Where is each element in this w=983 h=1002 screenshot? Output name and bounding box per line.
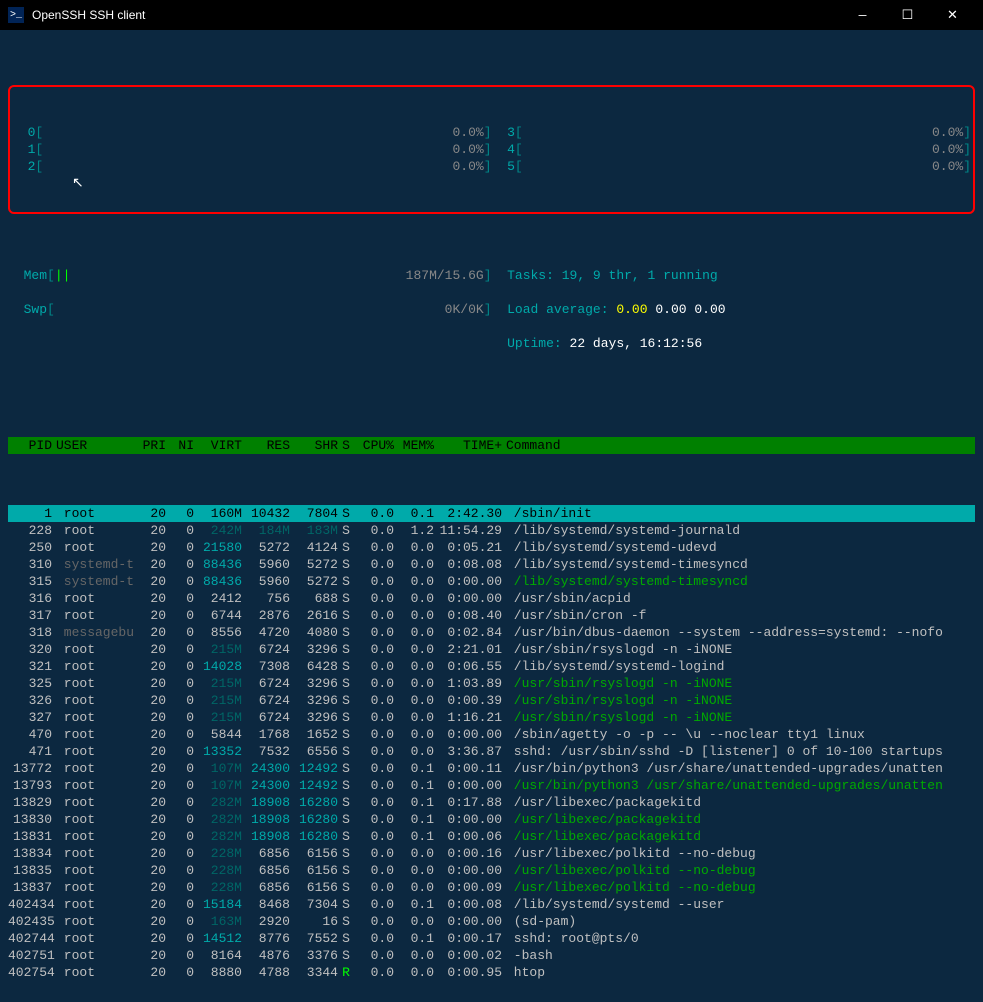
maximize-button[interactable]: ☐ xyxy=(885,0,930,30)
process-row[interactable]: 402754 root 20 0 8880 4788 3344 R 0.0 0.… xyxy=(8,964,975,981)
process-row[interactable]: 402744 root 20 0 14512 8776 7552 S 0.0 0… xyxy=(8,930,975,947)
process-row[interactable]: 402434 root 20 0 15184 8468 7304 S 0.0 0… xyxy=(8,896,975,913)
hdr-res[interactable]: RES xyxy=(242,437,290,454)
process-row[interactable]: 318 messagebu 20 0 8556 4720 4080 S 0.0 … xyxy=(8,624,975,641)
process-row[interactable]: 228 root 20 0 242M 184M 183M S 0.0 1.2 1… xyxy=(8,522,975,539)
process-row[interactable]: 325 root 20 0 215M 6724 3296 S 0.0 0.0 1… xyxy=(8,675,975,692)
process-row[interactable]: 317 root 20 0 6744 2876 2616 S 0.0 0.0 0… xyxy=(8,607,975,624)
close-button[interactable]: ✕ xyxy=(930,0,975,30)
process-row[interactable]: 316 root 20 0 2412 756 688 S 0.0 0.0 0:0… xyxy=(8,590,975,607)
hdr-ni[interactable]: NI xyxy=(166,437,194,454)
hdr-pid[interactable]: PID xyxy=(8,437,56,454)
cpu-meters-highlight: 0[0.0%] 1[0.0%] 2[0.0%] 3[0.0%] 4[0.0%] … xyxy=(8,85,975,214)
titlebar: >_ OpenSSH SSH client — ☐ ✕ xyxy=(0,0,983,30)
hdr-cmd[interactable]: Command xyxy=(506,437,975,454)
hdr-user[interactable]: USER xyxy=(56,437,134,454)
cpu-meter-1: 1[0.0%] xyxy=(12,141,492,158)
process-row[interactable]: 13837 root 20 0 228M 6856 6156 S 0.0 0.0… xyxy=(8,879,975,896)
hdr-shr[interactable]: SHR xyxy=(290,437,338,454)
process-row[interactable]: 13793 root 20 0 107M 24300 12492 S 0.0 0… xyxy=(8,777,975,794)
cpu-meter-2: 2[0.0%] xyxy=(12,158,492,175)
uptime: Uptime: 22 days, 16:12:56 xyxy=(492,335,976,352)
process-row[interactable]: 250 root 20 0 21580 5272 4124 S 0.0 0.0 … xyxy=(8,539,975,556)
process-row[interactable]: 470 root 20 0 5844 1768 1652 S 0.0 0.0 0… xyxy=(8,726,975,743)
process-row[interactable]: 13772 root 20 0 107M 24300 12492 S 0.0 0… xyxy=(8,760,975,777)
process-row[interactable]: 1 root 20 0 160M 10432 7804 S 0.0 0.1 2:… xyxy=(8,505,975,522)
terminal-content: 0[0.0%] 1[0.0%] 2[0.0%] 3[0.0%] 4[0.0%] … xyxy=(0,30,983,1002)
process-row[interactable]: 310 systemd-t 20 0 88436 5960 5272 S 0.0… xyxy=(8,556,975,573)
process-row[interactable]: 402751 root 20 0 8164 4876 3376 S 0.0 0.… xyxy=(8,947,975,964)
hdr-pri[interactable]: PRI xyxy=(134,437,166,454)
hdr-virt[interactable]: VIRT xyxy=(194,437,242,454)
hdr-s[interactable]: S xyxy=(338,437,354,454)
cpu-meter-5: 5[0.0%] xyxy=(492,158,972,175)
tasks-line: Tasks: 19, 9 thr, 1 running xyxy=(492,267,976,284)
minimize-button[interactable]: — xyxy=(840,0,885,30)
hdr-mem[interactable]: MEM% xyxy=(394,437,434,454)
cpu-meter-0: 0[0.0%] xyxy=(12,124,492,141)
process-row[interactable]: 327 root 20 0 215M 6724 3296 S 0.0 0.0 1… xyxy=(8,709,975,726)
process-row[interactable]: 13830 root 20 0 282M 18908 16280 S 0.0 0… xyxy=(8,811,975,828)
process-row[interactable]: 321 root 20 0 14028 7308 6428 S 0.0 0.0 … xyxy=(8,658,975,675)
process-row[interactable]: 326 root 20 0 215M 6724 3296 S 0.0 0.0 0… xyxy=(8,692,975,709)
hdr-cpu[interactable]: CPU% xyxy=(354,437,394,454)
process-row[interactable]: 402435 root 20 0 163M 2920 16 S 0.0 0.0 … xyxy=(8,913,975,930)
cpu-meter-3: 3[0.0%] xyxy=(492,124,972,141)
process-row[interactable]: 13831 root 20 0 282M 18908 16280 S 0.0 0… xyxy=(8,828,975,845)
process-row[interactable]: 13829 root 20 0 282M 18908 16280 S 0.0 0… xyxy=(8,794,975,811)
swp-meter: Swp[0K/0K] xyxy=(8,301,492,318)
hdr-time[interactable]: TIME+ xyxy=(434,437,506,454)
process-row[interactable]: 315 systemd-t 20 0 88436 5960 5272 S 0.0… xyxy=(8,573,975,590)
mem-meter: Mem[||187M/15.6G] xyxy=(8,267,492,284)
load-average: Load average: 0.00 0.00 0.00 xyxy=(492,301,976,318)
process-row[interactable]: 320 root 20 0 215M 6724 3296 S 0.0 0.0 2… xyxy=(8,641,975,658)
terminal-icon: >_ xyxy=(8,7,24,23)
window-title: OpenSSH SSH client xyxy=(32,8,840,22)
process-row[interactable]: 13834 root 20 0 228M 6856 6156 S 0.0 0.0… xyxy=(8,845,975,862)
cpu-meter-4: 4[0.0%] xyxy=(492,141,972,158)
process-header: PID USER PRI NI VIRT RES SHR S CPU% MEM%… xyxy=(8,437,975,454)
process-row[interactable]: 471 root 20 0 13352 7532 6556 S 0.0 0.0 … xyxy=(8,743,975,760)
process-row[interactable]: 13835 root 20 0 228M 6856 6156 S 0.0 0.0… xyxy=(8,862,975,879)
